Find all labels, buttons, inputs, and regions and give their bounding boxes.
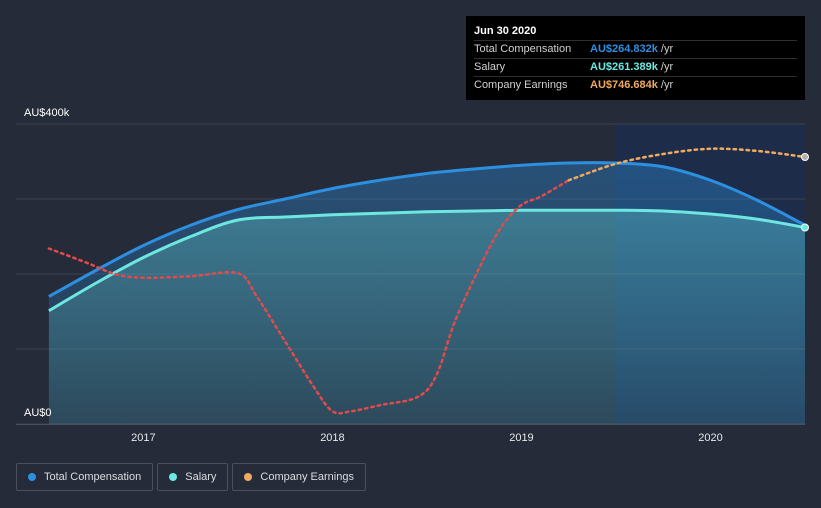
legend-total-compensation[interactable]: Total Compensation — [16, 463, 154, 491]
tooltip-unit: /yr — [660, 79, 674, 91]
legend-dot-icon — [28, 473, 36, 481]
legend-dot-icon — [244, 473, 253, 481]
legend-company-earnings[interactable]: Company Earnings — [232, 463, 366, 491]
tooltip-row-salary: Salary AU$261.389k /yr — [474, 58, 797, 76]
salary-area — [48, 210, 806, 424]
tooltip-unit: /yr — [660, 43, 674, 55]
tooltip-value: AU$746.684k — [590, 79, 658, 91]
company-earnings-line — [567, 147, 807, 182]
y-tick-label: AU$400k — [24, 107, 70, 119]
legend-label: Total Compensation — [44, 471, 142, 483]
salary-line — [48, 208, 806, 313]
x-tick-label: 2020 — [698, 432, 722, 444]
tooltip-row-company-earnings: Company Earnings AU$746.684k /yr — [474, 76, 797, 94]
total-compensation-line — [48, 161, 806, 298]
company-earnings-end-marker — [801, 153, 809, 161]
x-tick-label: 2017 — [131, 432, 155, 444]
legend-dot-icon — [169, 473, 178, 481]
tooltip-label: Company Earnings — [474, 79, 568, 91]
tooltip-value: AU$264.832k — [590, 43, 658, 55]
legend-label: Company Earnings — [260, 471, 354, 483]
tooltip-label: Total Compensation — [474, 43, 572, 55]
legend-label: Salary — [185, 471, 217, 483]
tooltip-unit: /yr — [660, 61, 674, 73]
x-tick-label: 2019 — [509, 432, 533, 444]
chart-legend: Total Compensation Salary Company Earnin… — [16, 463, 370, 491]
x-tick-label: 2018 — [320, 432, 344, 444]
salary-end-marker — [801, 223, 809, 232]
legend-salary[interactable]: Salary — [157, 463, 229, 491]
tooltip-date: Jun 30 2020 — [474, 25, 537, 37]
tooltip-value: AU$261.389k — [590, 61, 658, 73]
tooltip-row-total-compensation: Total Compensation AU$264.832k /yr — [474, 40, 797, 58]
y-tick-label: AU$0 — [24, 407, 52, 419]
company-earnings-line-negative — [47, 179, 570, 415]
tooltip-label: Salary — [474, 61, 506, 73]
compensation-chart: AU$400k AU$0 2017 2018 2019 2020 — [16, 107, 809, 444]
data-tooltip: Jun 30 2020 Total Compensation AU$264.83… — [466, 16, 805, 100]
